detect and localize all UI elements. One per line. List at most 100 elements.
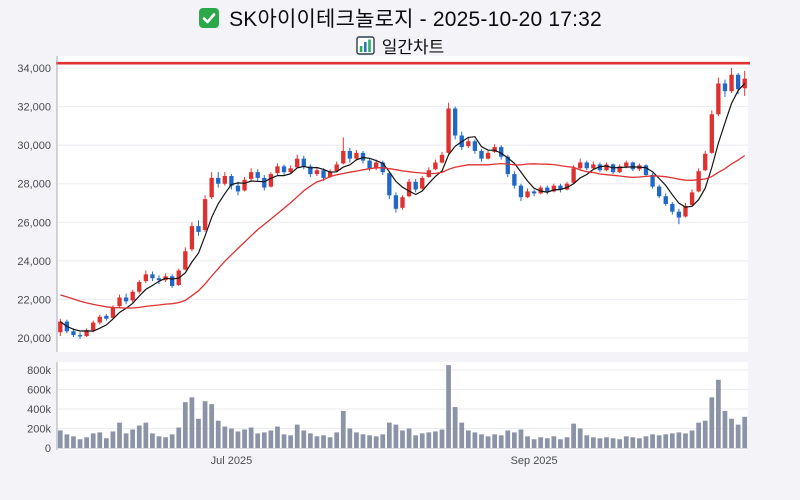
volume-bar — [683, 433, 688, 448]
volume-bar — [623, 436, 629, 448]
candle-body — [314, 170, 320, 175]
price-tick-label: 28,000 — [17, 179, 51, 191]
candle-body — [97, 316, 102, 323]
candle-body — [492, 147, 497, 152]
candle-body — [663, 196, 668, 204]
candle-body — [308, 166, 313, 175]
volume-bar — [150, 433, 155, 448]
candle-body — [531, 191, 537, 194]
volume-bar — [406, 428, 412, 448]
volume-bar — [248, 427, 254, 448]
volume-bar — [439, 429, 445, 448]
volume-bar — [268, 430, 274, 448]
volume-bar — [426, 432, 432, 448]
axis-spines — [56, 56, 748, 450]
volume-bar — [716, 379, 721, 448]
volume-bar — [307, 433, 313, 448]
candle-body — [393, 195, 399, 209]
candle-body — [242, 179, 247, 191]
candle-body — [735, 74, 741, 90]
candle-body — [91, 322, 96, 331]
volume-tick-label: 0 — [45, 443, 51, 455]
volume-bar — [452, 407, 458, 448]
candle-body — [387, 173, 392, 196]
volume-bar — [544, 438, 550, 448]
price-axis-labels: 20,000 22,000 24,000 26,000 28,000 30,000 32,0… — [17, 63, 51, 345]
volume-bar — [558, 439, 563, 448]
volume-bar — [176, 427, 182, 448]
volume-bar — [492, 434, 498, 448]
candle-body — [624, 162, 629, 167]
candle-body — [209, 177, 214, 198]
volume-bar — [485, 436, 491, 448]
candle-body — [58, 321, 63, 333]
volume-bar — [676, 432, 682, 448]
volume-bar — [551, 436, 557, 448]
ma-long-line — [60, 154, 746, 309]
volume-bar — [590, 437, 596, 448]
volume-bar — [235, 431, 241, 448]
candle-body — [327, 172, 333, 177]
volume-bar — [294, 424, 300, 448]
price-tick-label: 30,000 — [17, 140, 51, 152]
volume-bar — [255, 433, 261, 448]
volume-bar — [735, 424, 741, 448]
volume-bar — [386, 422, 392, 448]
candle-body — [617, 166, 622, 173]
candle-body — [564, 183, 570, 190]
candle-body — [268, 174, 274, 187]
candle-body — [545, 187, 550, 192]
volume-bar — [189, 397, 195, 448]
volume-bar — [64, 434, 70, 448]
volume-bar — [97, 432, 103, 448]
candle-body — [183, 251, 188, 270]
volume-bar — [301, 430, 307, 448]
volume-bar — [650, 434, 655, 448]
volume-bar — [130, 429, 136, 448]
candle-body — [729, 74, 734, 92]
candle-body — [275, 166, 280, 174]
volume-axis-labels: 0 200k 400k 600k 800k — [27, 365, 51, 455]
volume-bar — [163, 437, 168, 448]
volume-bar — [229, 428, 234, 448]
candle-body — [452, 108, 458, 136]
volume-tick-label: 600k — [27, 385, 51, 397]
volume-bar — [400, 430, 405, 448]
candle-body — [696, 171, 701, 192]
volume-bar — [117, 422, 122, 448]
candle-body — [551, 185, 557, 192]
green-checkbox-icon — [198, 7, 220, 29]
volume-bar — [479, 434, 484, 448]
volume-bar — [77, 439, 83, 448]
volume-bar — [261, 432, 267, 448]
volume-bar — [729, 418, 734, 448]
price-tick-label: 20,000 — [17, 333, 51, 345]
volume-bar — [196, 418, 201, 448]
volume-bar — [90, 433, 96, 448]
volume-bar — [742, 416, 748, 448]
candle-body — [248, 172, 254, 179]
volume-bar — [538, 437, 544, 448]
candle-body — [367, 160, 372, 169]
volume-bar — [340, 410, 346, 448]
candle-body — [117, 297, 122, 307]
volume-bar — [643, 436, 649, 448]
volume-bar — [419, 433, 425, 448]
candle-body — [196, 226, 201, 232]
volume-bar — [610, 438, 616, 448]
volume-bar — [110, 431, 116, 448]
volume-bar — [288, 435, 293, 448]
volume-bar — [669, 433, 675, 448]
candle-body — [485, 152, 491, 159]
volume-bar — [709, 397, 715, 448]
candle-body — [689, 192, 695, 205]
price-tick-label: 34,000 — [17, 63, 51, 75]
price-tick-label: 22,000 — [17, 294, 51, 306]
volume-bar — [630, 437, 636, 448]
chart-subtitle-row: 일간차트 — [0, 33, 800, 58]
candle-body — [703, 153, 708, 171]
volume-bar — [525, 436, 530, 448]
candle-body — [150, 274, 155, 279]
chart-subtitle: 일간차트 — [381, 38, 445, 57]
